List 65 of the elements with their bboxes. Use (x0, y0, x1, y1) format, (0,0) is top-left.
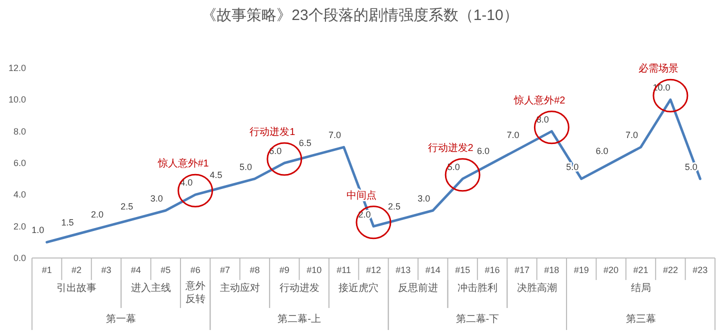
annotation: 必需场景 (638, 62, 678, 75)
data-label: 6.0 (596, 146, 608, 156)
data-label: 2.5 (120, 201, 134, 212)
x-tick-label: #18 (544, 265, 560, 275)
x-tick-label: #1 (42, 265, 52, 275)
text: 第三幕 (626, 313, 656, 325)
text: 决胜高潮 (516, 282, 557, 294)
text: 第二幕-上 (278, 313, 321, 325)
x-tick-label: #3 (101, 265, 112, 275)
data-label: 6.5 (298, 138, 312, 148)
data-label: 5.0 (239, 162, 252, 172)
data-label: 1.5 (61, 217, 74, 228)
y-tick-label: 12.0 (8, 63, 26, 73)
x-tick-label: #7 (220, 265, 230, 275)
x-tick-label: #15 (455, 265, 470, 275)
y-tick-label: 0.0 (13, 253, 26, 263)
x-tick-label: #17 (514, 265, 530, 275)
x-tick-label: #16 (484, 265, 500, 275)
x-tick-label: #21 (633, 265, 648, 275)
text: 反思前进 (398, 282, 438, 294)
text: 接近虎穴 (338, 282, 379, 294)
x-tick-label: #20 (604, 265, 619, 275)
y-tick-label: 10.0 (8, 94, 26, 105)
x-tick-label: #13 (396, 265, 411, 275)
data-label: 2.0 (90, 209, 104, 220)
annotation: 惊人意外#1 (156, 158, 210, 170)
text: 第一幕 (106, 313, 136, 325)
annotation: 行动迸发1 (250, 126, 296, 138)
x-tick-label: #12 (366, 265, 382, 275)
x-tick-label: #19 (574, 265, 589, 275)
text: 第二幕-下 (456, 313, 500, 325)
y-tick-label: 4.0 (13, 190, 26, 200)
x-tick-label: #8 (250, 265, 260, 275)
text: 进入主线 (130, 282, 171, 294)
x-tick-label: #4 (130, 265, 141, 275)
chart-title: 《故事策略》23个段落的剧情强度系数（1-10） (202, 7, 518, 24)
y-tick-label: 6.0 (13, 158, 26, 168)
x-tick-label: #11 (336, 265, 351, 275)
text: 引出故事 (56, 282, 97, 294)
x-tick-label: #22 (662, 265, 678, 275)
y-tick-label: 8.0 (13, 126, 26, 136)
y-tick-label: 2.0 (13, 221, 26, 232)
text: 意外反转 (184, 280, 206, 305)
text: 主动应对 (220, 282, 260, 294)
x-tick-label: #2 (72, 265, 82, 275)
text: 冲击胜利 (457, 282, 498, 294)
data-label: 4.5 (210, 170, 222, 180)
text: 结局 (630, 282, 651, 294)
data-label: 3.0 (150, 194, 163, 204)
x-tick-label: #23 (692, 265, 708, 275)
annotation: 惊人意外#2 (513, 94, 566, 106)
x-tick-label: #14 (425, 265, 440, 275)
x-tick-label: #10 (306, 265, 322, 275)
x-tick-label: #6 (190, 265, 200, 275)
data-label: 7.0 (626, 130, 638, 140)
text: 行动进发 (279, 282, 320, 294)
data-label: 7.0 (328, 130, 342, 140)
data-label: 7.0 (506, 130, 520, 140)
data-label: 3.0 (418, 194, 430, 204)
x-tick-label: #5 (160, 265, 171, 275)
data-label: 6.0 (477, 146, 490, 156)
data-label: 1.0 (32, 225, 44, 236)
data-label: 2.5 (388, 201, 400, 212)
annotation: 行动迸发2 (428, 142, 474, 154)
x-tick-label: #9 (279, 265, 290, 275)
